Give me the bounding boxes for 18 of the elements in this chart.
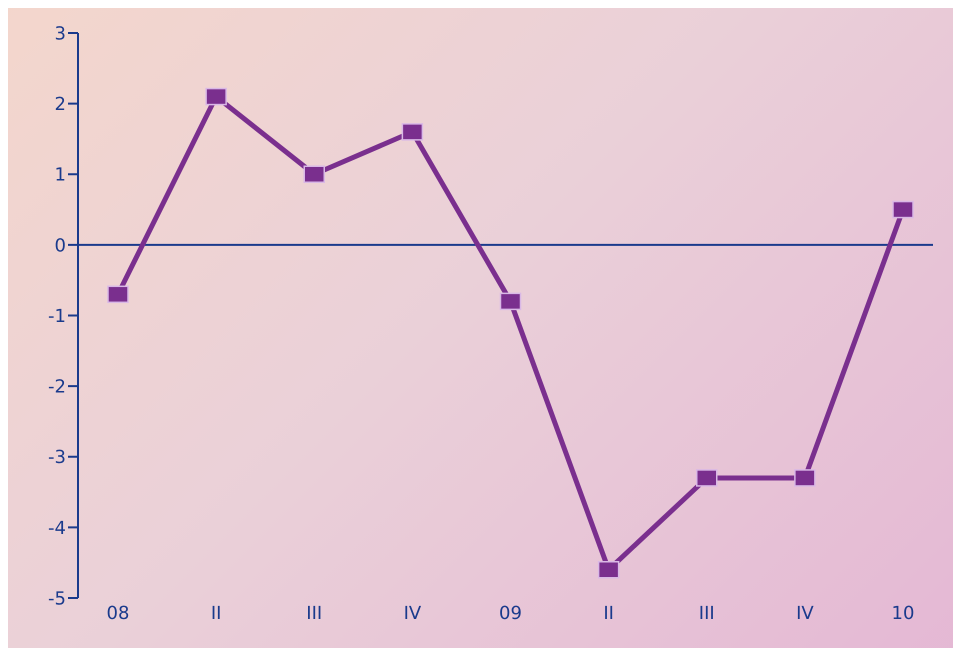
x-tick-label: II [210,602,222,624]
y-tick-label: 3 [54,23,66,44]
y-tick-label: 1 [54,164,66,186]
y-tick-label: -1 [48,306,66,327]
x-tick-label: 09 [499,602,522,624]
y-tick-label: -4 [48,518,66,539]
y-tick-label: -2 [48,376,66,398]
x-tick-label: IV [796,602,814,624]
y-tick-label: 2 [54,94,66,116]
x-tick-label: II [603,602,614,624]
x-tick-label: IV [404,602,422,624]
x-tick-label: III [306,602,322,624]
x-tick-label: 10 [892,602,914,624]
y-tick-label: -5 [48,588,66,610]
y-tick-label: 0 [54,235,66,256]
y-tick-label: -3 [48,447,66,468]
x-tick-label: III [698,602,715,624]
x-tick-label: 08 [106,602,130,624]
